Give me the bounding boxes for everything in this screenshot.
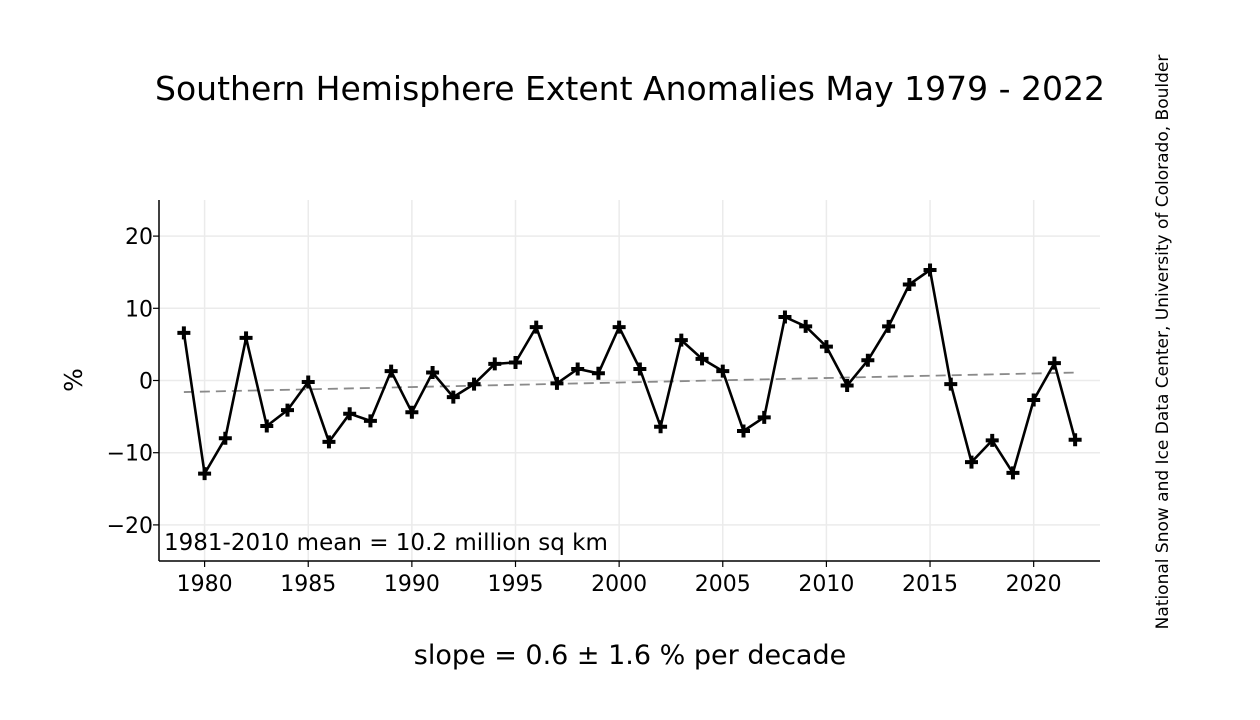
x-tick-label: 2010 [798, 572, 854, 597]
data-point-marker [944, 377, 958, 391]
data-point-marker [363, 414, 377, 428]
x-axis-ticks: 1980 1985 1990 1995 2000 2005 2010 2015 2020 [177, 561, 1062, 597]
data-point-marker [923, 263, 937, 277]
data-point-marker [882, 319, 896, 333]
x-tick-label: 2000 [591, 572, 647, 597]
y-tick-label: −20 [107, 514, 153, 539]
data-point-marker [218, 431, 232, 445]
data-point-marker [840, 379, 854, 393]
data-point-marker [778, 310, 792, 324]
data-point-marker [695, 352, 709, 366]
data-point-marker [198, 467, 212, 481]
y-axis-ticks: −20 −10 0 10 20 [107, 225, 159, 539]
chart-title: Southern Hemisphere Extent Anomalies May… [155, 69, 1105, 108]
data-point-marker [529, 320, 543, 334]
data-point-marker [1006, 466, 1020, 480]
data-point-marker [177, 326, 191, 340]
y-tick-label: −10 [107, 442, 153, 467]
data-point-marker [384, 364, 398, 378]
data-point-marker [281, 403, 295, 417]
data-point-marker [301, 375, 315, 389]
data-point-marker [736, 424, 750, 438]
data-point-marker [985, 433, 999, 447]
data-point-marker [405, 405, 419, 419]
data-point-marker [488, 357, 502, 371]
data-point-marker [446, 390, 460, 404]
data-point-marker [322, 435, 336, 449]
y-axis-label: % [59, 368, 88, 392]
trend-line [183, 371, 1076, 393]
y-tick-label: 0 [139, 370, 153, 395]
x-tick-label: 2015 [902, 572, 958, 597]
data-point-marker [239, 331, 253, 345]
data-point-marker [591, 366, 605, 380]
data-point-marker [571, 362, 585, 376]
data-point-marker [819, 340, 833, 354]
data-point-marker [902, 277, 916, 291]
series-line [182, 268, 1077, 475]
data-markers [177, 263, 1082, 481]
data-point-marker [633, 362, 647, 376]
data-point-marker [550, 376, 564, 390]
data-point-marker [343, 407, 357, 421]
y-tick-label: 10 [125, 297, 153, 322]
y-gridlines [159, 235, 1100, 526]
data-point-marker [260, 419, 274, 433]
y-tick-label: 20 [125, 225, 153, 250]
data-point-marker [612, 320, 626, 334]
x-tick-label: 1980 [177, 572, 233, 597]
x-tick-label: 1995 [488, 572, 544, 597]
data-point-marker [1027, 393, 1041, 407]
data-point-marker [964, 455, 978, 469]
data-point-marker [654, 420, 668, 434]
data-point-marker [674, 333, 688, 347]
data-point-marker [716, 364, 730, 378]
data-point-marker [799, 319, 813, 333]
data-point-marker [467, 377, 481, 391]
mean-annotation: 1981-2010 mean = 10.2 million sq km [164, 530, 608, 556]
x-tick-label: 2020 [1006, 572, 1062, 597]
data-point-marker [509, 355, 523, 369]
data-point-marker [1068, 433, 1082, 447]
x-tick-label: 1985 [280, 572, 336, 597]
data-point-marker [426, 366, 440, 380]
credit-text: National Snow and Ice Data Center, Unive… [1153, 55, 1173, 630]
data-point-marker [861, 353, 875, 367]
x-axis-label: slope = 0.6 ± 1.6 % per decade [414, 640, 846, 671]
x-tick-label: 2005 [695, 572, 751, 597]
data-point-marker [757, 410, 771, 424]
data-point-marker [1047, 356, 1061, 370]
x-tick-label: 1990 [384, 572, 440, 597]
